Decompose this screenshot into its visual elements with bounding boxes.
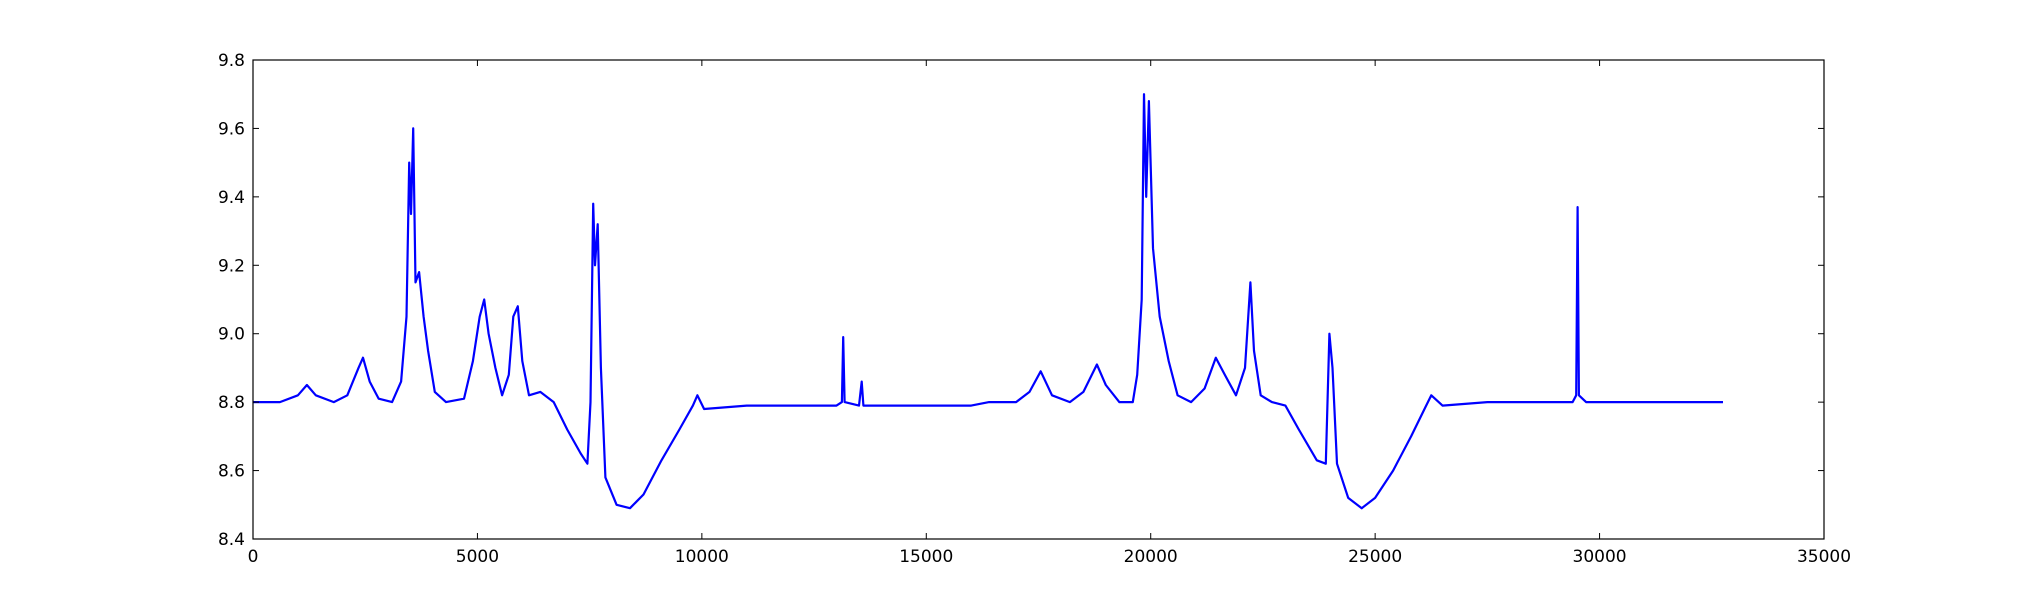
x-tick-label: 30000 <box>1573 547 1627 567</box>
x-tick-label: 0 <box>248 547 259 567</box>
x-tick-label: 10000 <box>675 547 729 567</box>
series-layer <box>253 93 1723 510</box>
y-tick-label: 9.6 <box>218 119 245 139</box>
y-tick-label: 9.2 <box>218 256 245 276</box>
plot-frame <box>252 59 1825 540</box>
ticks-layer: 0 5000 10000 15000 20000 25000 30000 35000 8.4 8.… <box>218 51 1851 567</box>
x-tick-label: 35000 <box>1797 547 1851 567</box>
x-tick-label: 5000 <box>456 547 499 567</box>
x-tick-label: 25000 <box>1348 547 1402 567</box>
y-tick-label: 8.4 <box>218 530 245 550</box>
y-tick-label: 8.6 <box>218 462 245 482</box>
series-line <box>253 93 1723 510</box>
x-tick-label: 20000 <box>1124 547 1178 567</box>
y-tick-label: 9.0 <box>218 325 245 345</box>
plot-background <box>253 60 1824 539</box>
x-tick-label: 15000 <box>899 547 953 567</box>
y-tick-label: 8.8 <box>218 393 245 413</box>
y-tick-label: 9.8 <box>218 51 245 71</box>
y-tick-label: 9.4 <box>218 188 245 208</box>
